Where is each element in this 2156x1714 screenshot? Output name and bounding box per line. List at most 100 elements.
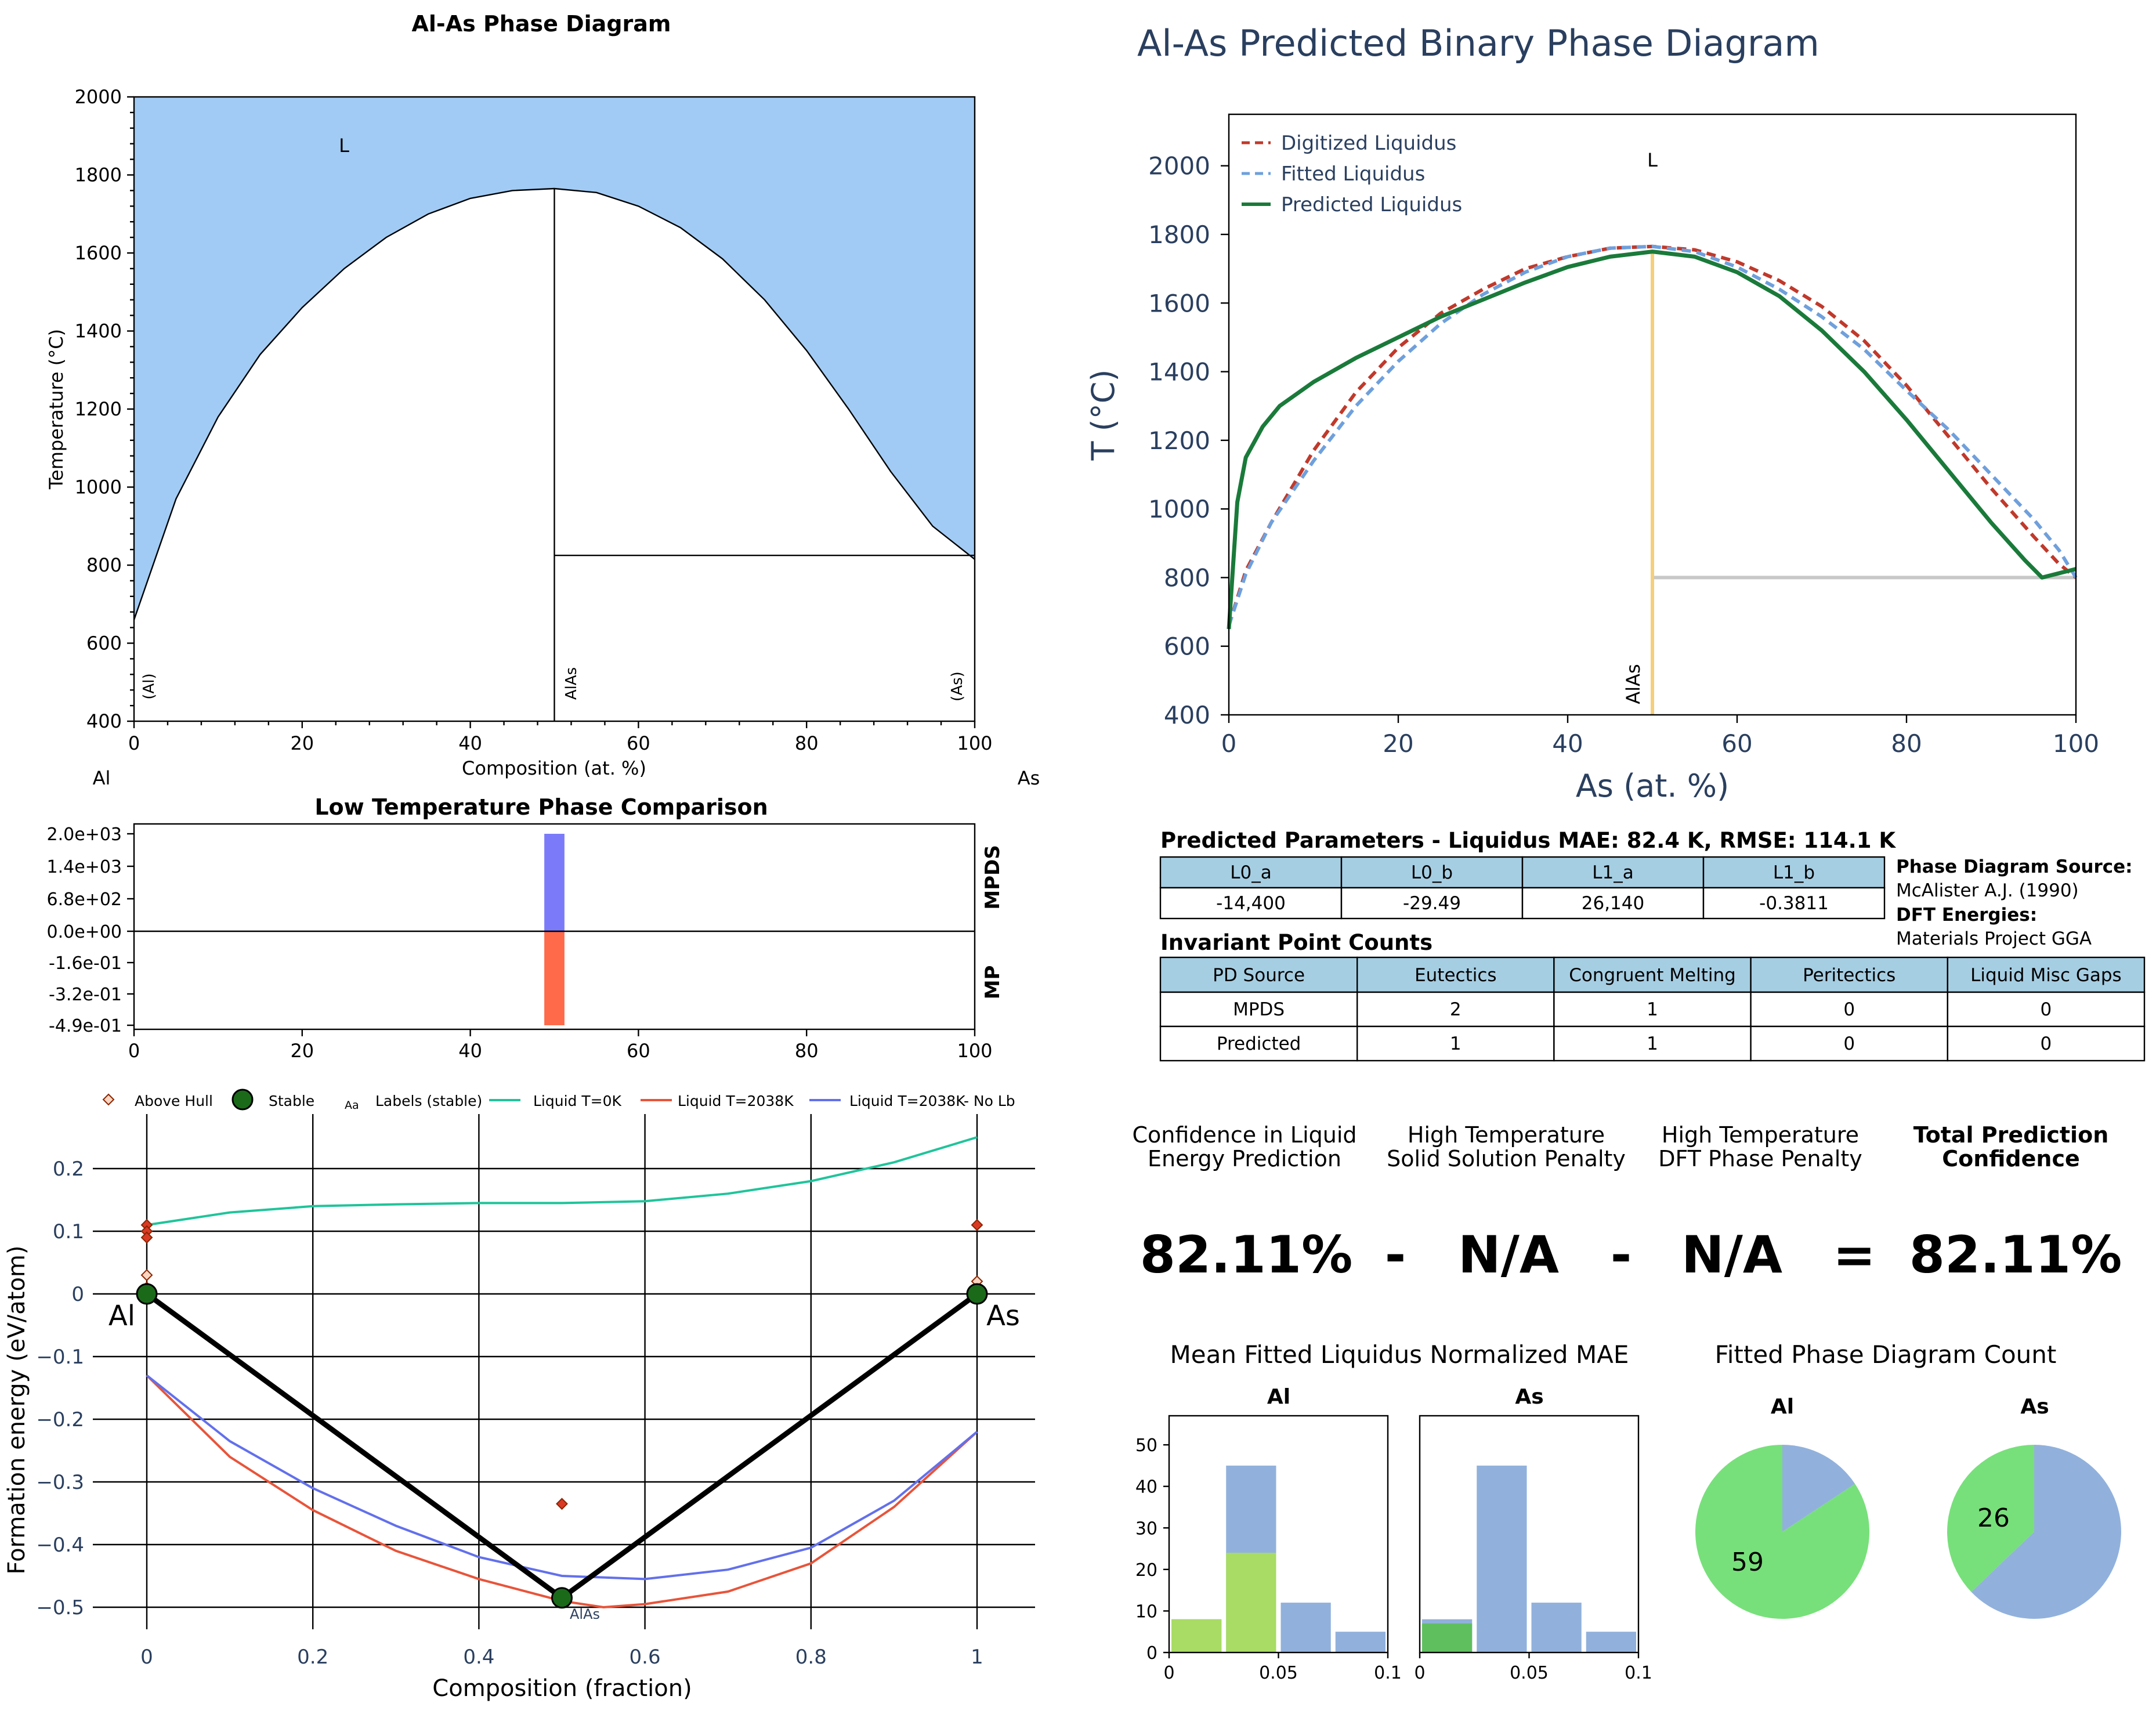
invariant-cell-text: 0 [2041, 1033, 2052, 1054]
y-tick-label: 1000 [1148, 495, 1210, 523]
params-header-cell [1340, 856, 1524, 889]
convex-hull-panel: Above Hull Stable Aa Labels (stable) Liq… [3, 1089, 1035, 1702]
pie-as-title: As [2020, 1395, 2049, 1419]
x-tick-label: 0 [128, 1040, 140, 1062]
hist-bar-all [1280, 1603, 1331, 1652]
invariant-cell-text: 2 [1450, 999, 1462, 1020]
pd-source-label: Phase Diagram Source: [1896, 856, 2133, 877]
phase-diagram-left-element: Al [93, 767, 111, 789]
x-tick-label: 40 [458, 732, 482, 754]
params-value-text: -29.49 [1403, 893, 1461, 914]
liquidus-curve [133, 187, 975, 620]
predicted-diagram-frame [1228, 113, 2077, 716]
pie-slice-label: 26 [1977, 1503, 2010, 1533]
legend-labels-label: Labels (stable) [375, 1093, 482, 1109]
x-tick-label: 0.1 [1374, 1663, 1402, 1683]
hist-bar-element [1422, 1623, 1473, 1652]
predicted-liquidus-curve [1227, 249, 2077, 630]
x-tick-label: 0 [1163, 1663, 1174, 1683]
legend-stable-marker [231, 1089, 254, 1111]
y-tick-label: 1600 [75, 242, 122, 264]
confidence-value-liquid: 82.11% [1140, 1225, 1353, 1285]
params-value-cell [1340, 887, 1524, 920]
y-tick-label: 1600 [1148, 289, 1210, 317]
y-tick-label: 2.0e+03 [47, 825, 122, 845]
confidence-operator-1: - [1385, 1225, 1406, 1285]
predicted-diagram-legend: Digitized Liquidus Fitted Liquidus Predi… [1242, 132, 1462, 216]
y-tick-label: 0.2 [53, 1158, 84, 1181]
params-header-text: L0_b [1411, 862, 1453, 883]
liquid-region [134, 97, 975, 620]
params-value-text: 26,140 [1582, 893, 1644, 914]
x-tick-label: 20 [290, 732, 314, 754]
params-value-text: -14,400 [1216, 893, 1286, 914]
hist-al-frame [1168, 1415, 1389, 1654]
hist-bar-all [1335, 1632, 1386, 1652]
x-tick-label: 60 [627, 1040, 650, 1062]
invariant-header-cell [1356, 956, 1555, 993]
predicted-diagram-xlabel: As (at. %) [1576, 768, 1729, 804]
params-value-text: -0.3811 [1759, 893, 1829, 914]
invariant-header-text: Peritectics [1803, 965, 1895, 986]
y-tick-label: 6.8e+02 [47, 889, 122, 910]
mae-histograms-panel: Mean Fitted Liquidus Normalized MAE Al A… [1135, 1340, 1652, 1683]
params-value-cell [1159, 887, 1343, 920]
hist-bar-element [1171, 1619, 1222, 1652]
invariant-cell-text: 1 [1647, 1033, 1658, 1054]
confidence-header-4b: Confidence [1942, 1146, 2080, 1171]
hist-as-frame [1419, 1415, 1640, 1654]
predicted-diagram-title: Al-As Predicted Binary Phase Diagram [1137, 22, 1819, 64]
low-temp-frame [133, 823, 976, 1030]
x-tick-label: 0.2 [297, 1646, 328, 1669]
y-tick-label: 600 [1164, 632, 1210, 661]
hist-bar-element [1226, 1553, 1276, 1652]
region-label-alas: AlAs [563, 667, 580, 700]
params-value-cell [1521, 887, 1705, 920]
confidence-value-dft-phase: N/A [1681, 1225, 1782, 1285]
invariant-cell-text: 0 [2041, 999, 2052, 1020]
y-tick-label: 2000 [1148, 152, 1210, 180]
legend-digitized-label: Digitized Liquidus [1281, 132, 1456, 155]
y-tick-label: -3.2e-01 [49, 985, 122, 1005]
phase-diagram-right-element: As [1018, 767, 1040, 789]
x-tick-label: 20 [290, 1040, 314, 1062]
invariant-cell [1947, 1025, 2146, 1062]
y-tick-label: -1.6e-01 [49, 953, 122, 974]
y-tick-label: 10 [1135, 1601, 1157, 1622]
y-tick-label: 1800 [1148, 220, 1210, 249]
legend-stable-label: Stable [269, 1093, 314, 1109]
x-tick-label: 100 [957, 1040, 992, 1062]
predicted-phase-diagram-panel: Al-As Predicted Binary Phase Diagram 0 20… [1085, 22, 2099, 804]
y-tick-label: 40 [1135, 1477, 1157, 1498]
y-tick-label: 1000 [75, 476, 122, 498]
phase-diagram-title: Al-As Phase Diagram [411, 11, 671, 37]
mp-bar [544, 931, 565, 1025]
phase-diagram-xlabel: Composition (at. %) [462, 757, 646, 779]
y-tick-label: 20 [1135, 1560, 1157, 1581]
tables-panel: Predicted Parameters - Liquidus MAE: 82.… [1159, 828, 2146, 1062]
legend-liquid-2038k-label: Liquid T=2038K [678, 1093, 794, 1109]
invariant-header-cell [1750, 956, 1949, 993]
invariant-cell-text: 1 [1450, 1033, 1462, 1054]
y-tick-label: 50 [1135, 1435, 1157, 1456]
confidence-header-3a: High Temperature [1662, 1122, 1859, 1148]
hist-bar-all [1477, 1465, 1527, 1652]
invariant-header-text: Congruent Melting [1569, 965, 1736, 986]
x-tick-label: 40 [458, 1040, 482, 1062]
y-tick-label: 400 [1164, 701, 1210, 729]
stable-point [136, 1283, 158, 1305]
y-tick-label: 1400 [75, 320, 122, 342]
x-tick-label: 80 [795, 1040, 819, 1062]
low-temp-side-label-mpds: MPDS [981, 845, 1004, 909]
x-tick-label: 100 [2053, 729, 2099, 758]
x-tick-label: 0.05 [1510, 1663, 1549, 1683]
pie-charts-panel: Fitted Phase Diagram Count Al As 59 26 [1695, 1340, 2122, 1619]
y-tick-label: 600 [86, 632, 122, 654]
invariant-cell-text: 1 [1647, 999, 1658, 1020]
x-tick-label: 1 [971, 1646, 983, 1669]
liquid-2038k-nolb-curve [146, 1374, 978, 1581]
predicted-region-label: L [1647, 149, 1658, 171]
pie-panel-title: Fitted Phase Diagram Count [1715, 1340, 2057, 1369]
confidence-operator-2: - [1611, 1225, 1632, 1285]
